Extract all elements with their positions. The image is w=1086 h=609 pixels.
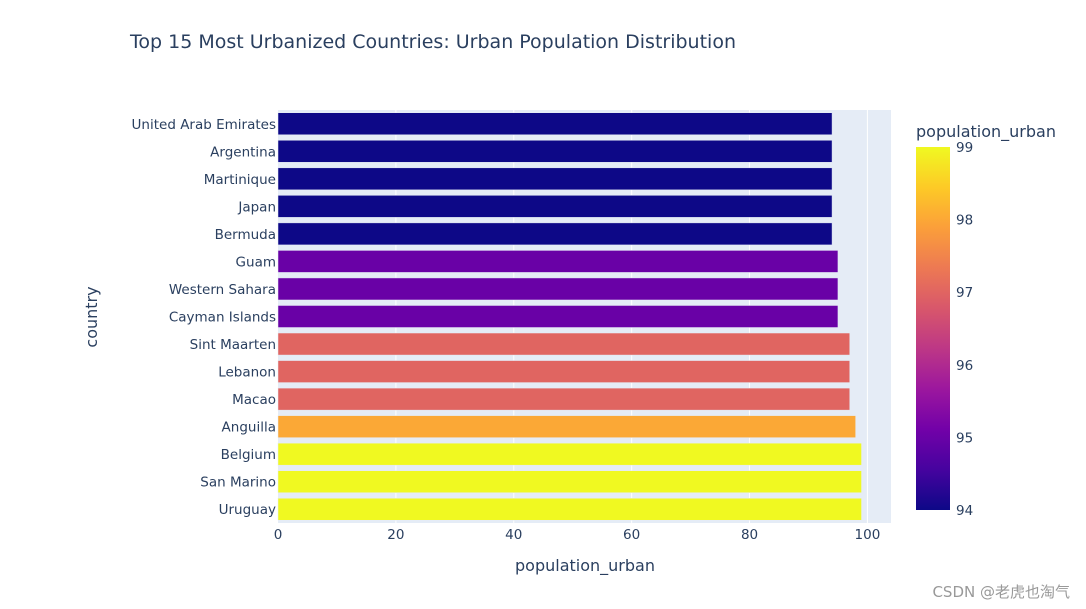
chart-title: Top 15 Most Urbanized Countries: Urban P… [129, 31, 736, 53]
bar[interactable] [277, 470, 862, 493]
y-tick-label: San Marino [200, 475, 276, 491]
y-tick-label: Cayman Islands [169, 310, 276, 326]
x-tick-label: 0 [274, 527, 283, 543]
y-tick-label: Belgium [221, 447, 276, 463]
bars [277, 112, 862, 521]
colorbar [916, 147, 950, 510]
bar[interactable] [277, 250, 839, 273]
y-tick-label: Japan [237, 199, 276, 215]
bar[interactable] [277, 222, 833, 246]
y-tick-label: Uruguay [219, 502, 276, 518]
y-tick-label: United Arab Emirates [132, 117, 276, 133]
colorbar-title: population_urban [916, 122, 1056, 142]
y-tick-labels: United Arab Emirates Argentina Martinique J… [132, 117, 276, 518]
bar[interactable] [277, 112, 833, 136]
colorbar-tick-labels: 94 95 96 97 98 99 [956, 140, 973, 519]
x-tick-labels: 0 20 40 60 80 100 [274, 527, 881, 543]
bar[interactable] [277, 442, 862, 466]
bar[interactable] [277, 497, 862, 521]
y-tick-label: Anguilla [222, 420, 276, 436]
x-tick-label: 60 [623, 527, 640, 543]
y-tick-label: Guam [236, 254, 276, 270]
y-tick-label: Lebanon [218, 365, 276, 381]
colorbar-tick-label: 96 [956, 358, 973, 374]
bar[interactable] [277, 360, 850, 383]
colorbar-tick-label: 97 [956, 285, 973, 301]
y-tick-label: Martinique [204, 172, 276, 188]
x-tick-label: 40 [505, 527, 522, 543]
colorbar-tick-label: 98 [956, 213, 973, 229]
bar[interactable] [277, 387, 850, 411]
x-tick-label: 100 [855, 527, 881, 543]
x-tick-label: 80 [741, 527, 758, 543]
bar[interactable] [277, 167, 833, 191]
bar[interactable] [277, 195, 833, 218]
y-tick-label: Macao [232, 392, 276, 408]
y-tick-label: Argentina [210, 144, 276, 160]
x-axis-title: population_urban [515, 556, 655, 576]
y-tick-label: Bermuda [215, 227, 276, 243]
y-tick-label: Western Sahara [169, 282, 276, 298]
y-tick-label: Sint Maarten [190, 337, 276, 353]
bar[interactable] [277, 305, 839, 328]
colorbar-tick-label: 94 [956, 503, 973, 519]
bar[interactable] [277, 332, 850, 356]
x-tick-label: 20 [387, 527, 404, 543]
colorbar-tick-label: 99 [956, 140, 973, 156]
watermark: CSDN @老虎也淘气 [932, 583, 1070, 601]
bar[interactable] [277, 140, 833, 163]
y-axis-title: country [82, 286, 101, 347]
colorbar-tick-label: 95 [956, 430, 973, 446]
bar[interactable] [277, 277, 839, 301]
bar[interactable] [277, 415, 856, 438]
